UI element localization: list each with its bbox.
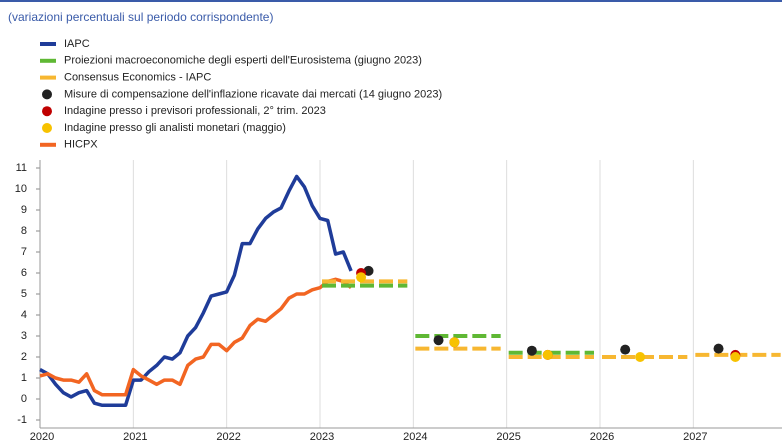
y-tick-label: 6 [21,267,27,279]
series-line [39,277,353,397]
series-dot [433,335,444,346]
series-dot [526,345,537,356]
y-tick-label: 9 [21,204,27,216]
series-dot [542,349,553,360]
x-tick-label: 2022 [216,431,240,443]
legend-label: HICPX [64,139,98,151]
legend-label: Consensus Economics - IAPC [64,72,211,84]
y-tick-label: 0 [21,393,27,405]
x-tick-label: 2025 [496,431,520,443]
series-dot [730,352,741,362]
legend-swatch [42,106,52,117]
x-tick-label: 2027 [683,431,707,443]
y-tick-label: 3 [21,330,27,342]
x-tick-label: 2024 [403,431,427,443]
legend-label: Indagine presso gli analisti monetari (m… [64,122,286,134]
legend-swatch [42,89,52,100]
series-line [39,174,353,408]
series-dot [620,344,631,355]
y-tick-label: 8 [21,225,27,237]
series-dot [713,343,724,354]
y-tick-label: 4 [21,309,27,321]
legend-label: Misure di compensazione dell'inflazione … [64,88,442,100]
legend-label: IAPC [64,38,90,50]
legend-label: Proiezioni macroeconomiche degli esperti… [64,55,422,67]
chart-subtitle: (variazioni percentuali sul periodo corr… [8,10,273,24]
x-tick-label: 2020 [30,431,54,443]
y-tick-label: 1 [21,372,27,384]
series-dot [356,272,367,283]
x-tick-label: 2026 [590,431,614,443]
y-tick-label: -1 [17,414,27,426]
legend-swatch [42,123,52,133]
x-tick-label: 2021 [123,431,147,443]
series-dot [635,352,646,362]
y-tick-label: 7 [21,246,27,258]
series-dot [449,337,460,348]
legend-label: Indagine presso i previsori professional… [64,105,326,117]
y-tick-label: 5 [21,288,27,300]
y-tick-label: 2 [21,351,27,363]
x-tick-label: 2023 [310,431,334,443]
y-tick-label: 10 [15,183,27,195]
y-tick-label: 11 [16,162,27,174]
